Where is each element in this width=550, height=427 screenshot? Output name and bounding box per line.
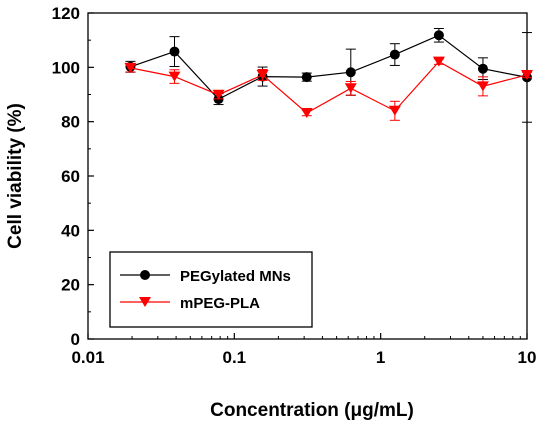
data-point (212, 89, 225, 100)
data-point (344, 83, 357, 94)
y-tick-label: 0 (71, 330, 80, 349)
data-point (477, 63, 488, 74)
legend-label-mpeg-pla: mPEG-PLA (180, 295, 260, 312)
y-tick-label: 20 (61, 276, 80, 295)
data-point (345, 67, 356, 78)
series-pegylated-mns (125, 27, 532, 123)
x-axis-title: Concentration (μg/mL) (210, 400, 414, 421)
data-point (433, 30, 444, 41)
x-axis-ticks: 0.01 0.1 1 10 (71, 333, 536, 367)
data-point (389, 49, 400, 60)
series-line (130, 60, 528, 114)
y-axis-ticks: 0 20 40 60 80 100 120 (52, 4, 94, 349)
legend-marker-pegylated (140, 270, 150, 280)
legend-box (109, 251, 313, 328)
y-tick-label: 100 (52, 58, 80, 77)
legend-marker-mpeg-pla (139, 297, 151, 307)
x-tick-label: 10 (518, 348, 537, 367)
data-point (169, 46, 180, 57)
data-point (300, 107, 313, 118)
x-tick-label: 0.01 (71, 348, 104, 367)
y-tick-label: 60 (61, 167, 80, 186)
y-tick-label: 120 (52, 4, 80, 23)
data-point (476, 81, 489, 92)
y-tick-label: 40 (61, 221, 80, 240)
legend-label-pegylated: PEGylated MNs (180, 268, 291, 285)
data-point (432, 56, 445, 67)
data-point (388, 105, 401, 116)
series-mpeg-pla (124, 56, 533, 121)
y-axis-title: Cell viability (%) (5, 103, 26, 249)
data-point (301, 72, 312, 83)
data-point (521, 69, 533, 80)
series (124, 27, 533, 123)
series-line (130, 34, 528, 100)
y-tick-label: 80 (61, 113, 80, 132)
x-tick-label: 0.1 (223, 348, 247, 367)
data-point (256, 69, 269, 80)
x-tick-label: 1 (376, 348, 385, 367)
data-point (124, 62, 137, 73)
data-point (168, 71, 181, 82)
legend: PEGylated MNs mPEG-PLA (109, 251, 313, 328)
